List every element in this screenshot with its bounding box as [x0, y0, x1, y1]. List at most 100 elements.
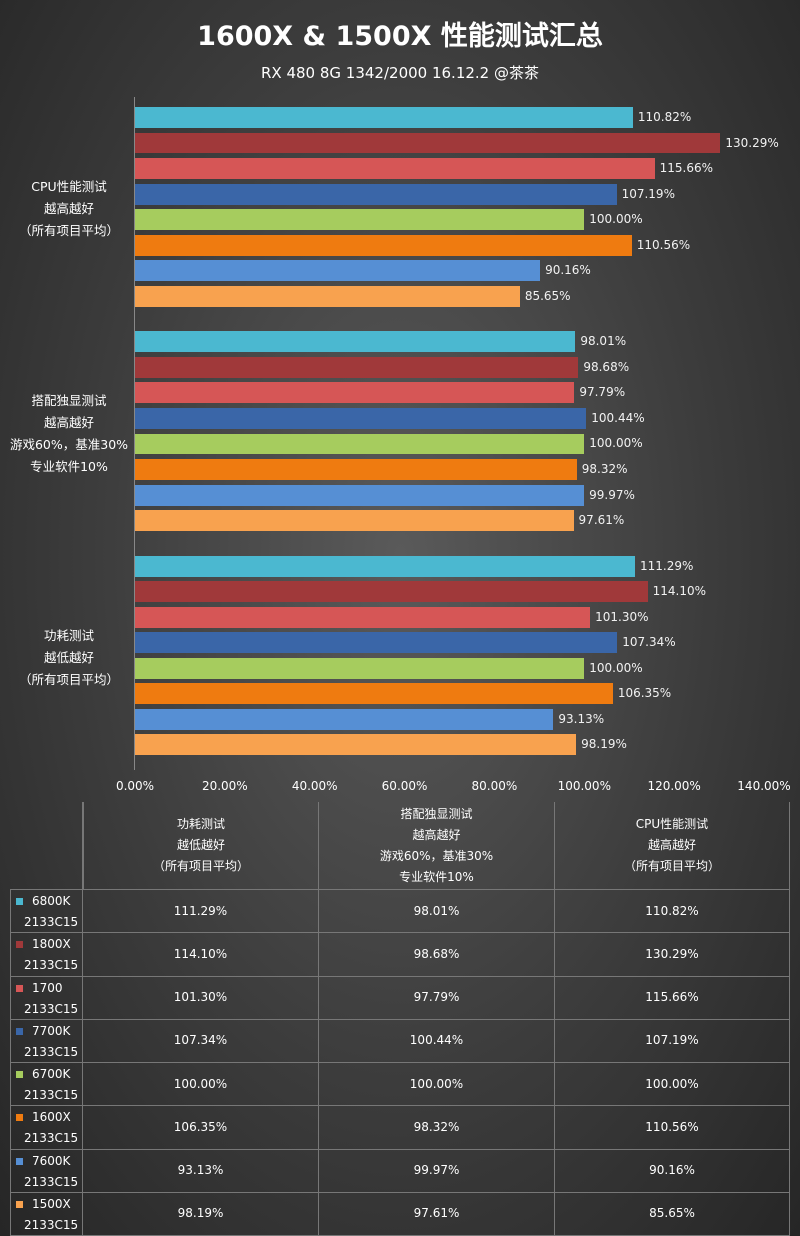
value-label: 107.34%: [622, 635, 676, 650]
bar: [135, 459, 577, 480]
table-cell: 99.97%: [319, 1149, 555, 1193]
value-label: 98.19%: [581, 737, 627, 752]
bar: [135, 285, 520, 307]
bar: [135, 356, 579, 378]
table-cell: 97.61%: [319, 1192, 555, 1236]
table-header: 搭配独显测试 越高越好 游戏60%，基准30% 专业软件10%: [319, 802, 555, 890]
value-label: 100.00%: [589, 436, 643, 451]
value-label: 90.16%: [545, 263, 591, 278]
table-cell: 107.19%: [555, 1019, 790, 1063]
table-row-head: [10, 1149, 83, 1193]
table-header: CPU性能测试 越高越好 （所有项目平均）: [555, 802, 790, 890]
legend-label: 6800K 2133C15: [24, 894, 79, 929]
legend-label: 7700K 2133C15: [24, 1023, 79, 1059]
legend-marker: [16, 984, 23, 992]
table-cell: 114.10%: [83, 933, 319, 977]
legend-marker: [16, 898, 23, 905]
value-label: 100.00%: [589, 660, 643, 675]
legend-label: 1800X 2133C15: [24, 937, 79, 973]
bar: [135, 683, 613, 705]
table-cell: 100.00%: [319, 1063, 555, 1107]
value-label: 130.29%: [725, 135, 779, 150]
bar: [135, 734, 577, 756]
bar: [135, 484, 585, 506]
value-label: 93.13%: [558, 711, 605, 726]
bar: [135, 382, 575, 404]
bar: [135, 555, 635, 577]
table-row-head: [10, 976, 83, 1020]
bar: [135, 708, 554, 730]
value-label: 98.68%: [583, 359, 630, 374]
table-row-head: [10, 1063, 83, 1107]
value-label: 98.32%: [581, 462, 628, 476]
bar: [135, 632, 618, 654]
table-row-head: [10, 1106, 83, 1150]
table-cell: 97.79%: [319, 976, 555, 1020]
table-row-head: [10, 1019, 83, 1063]
table-cell: 100.00%: [555, 1063, 790, 1107]
value-label: 100.00%: [589, 212, 643, 227]
x-tick-label: 100.00%: [557, 779, 611, 793]
table-cell: 110.82%: [555, 890, 790, 934]
x-tick-label: 0.00%: [115, 779, 155, 793]
legend-label: 6700K 2133C15: [24, 1067, 79, 1102]
value-label: 110.56%: [636, 237, 691, 252]
table-cell: 115.66%: [555, 976, 790, 1020]
table-cell: 85.65%: [555, 1192, 790, 1236]
value-label: 101.30%: [595, 609, 649, 624]
table-cell: 98.32%: [319, 1106, 555, 1150]
value-label: 115.66%: [659, 161, 714, 176]
bar: [135, 331, 576, 353]
legend-label: 1700 2133C15: [24, 980, 79, 1016]
category-label: 功耗测试 越低越好 （所有项目平均）: [18, 627, 119, 687]
bar: [135, 107, 633, 128]
table-row-head: [10, 890, 83, 934]
x-tick-label: 20.00%: [201, 779, 248, 793]
category-label: 搭配独显测试 越高越好 游戏60%，基准30% 专业软件10%: [9, 392, 129, 474]
table-cell: 93.13%: [83, 1149, 319, 1193]
table-row-head: [10, 933, 83, 977]
legend-label: 1600X 2133C15: [24, 1110, 79, 1146]
value-label: 107.19%: [621, 186, 675, 201]
bar: [135, 209, 585, 231]
table-cell: 98.68%: [319, 933, 555, 977]
legend-marker: [16, 941, 23, 949]
category-label: CPU性能测试 越高越好 （所有项目平均）: [18, 179, 119, 239]
table-cell: 111.29%: [83, 890, 319, 934]
x-tick-label: 60.00%: [381, 779, 428, 793]
value-label: 110.82%: [637, 109, 692, 124]
table-row-head: [10, 1192, 83, 1236]
table-cell: 90.16%: [555, 1149, 790, 1193]
chart-subtitle: RX 480 8G 1342/2000 16.12.2 @茶茶: [261, 64, 539, 82]
table-corner: [10, 802, 83, 890]
bar: [135, 510, 574, 532]
bar: [135, 581, 648, 603]
bar: [135, 407, 587, 429]
bar: [135, 183, 617, 205]
legend-marker: [16, 1114, 23, 1122]
value-label: 99.97%: [589, 487, 635, 502]
table-cell: 98.19%: [83, 1192, 319, 1236]
value-label: 100.44%: [591, 410, 645, 425]
legend-marker: [16, 1200, 23, 1208]
x-tick-label: 40.00%: [291, 779, 338, 793]
x-tick-label: 120.00%: [647, 779, 701, 793]
table-cell: 100.44%: [319, 1019, 555, 1063]
bar: [135, 260, 541, 282]
value-label: 114.10%: [652, 584, 707, 599]
value-label: 111.29%: [640, 558, 694, 573]
value-label: 85.65%: [524, 288, 571, 303]
bar: [135, 132, 721, 154]
value-label: 106.35%: [617, 686, 672, 701]
value-label: 97.61%: [578, 513, 625, 528]
bar: [135, 234, 632, 256]
value-label: 97.79%: [579, 385, 626, 400]
legend-marker: [16, 1157, 23, 1165]
bar: [135, 433, 585, 455]
table-cell: 110.56%: [555, 1106, 790, 1150]
table-header: 功耗测试 越低越好 （所有项目平均）: [83, 802, 319, 890]
chart-title: 1600X & 1500X 性能测试汇总: [197, 21, 603, 52]
table-cell: 100.00%: [83, 1063, 319, 1107]
bar: [135, 606, 591, 628]
table-cell: 98.01%: [319, 890, 555, 934]
